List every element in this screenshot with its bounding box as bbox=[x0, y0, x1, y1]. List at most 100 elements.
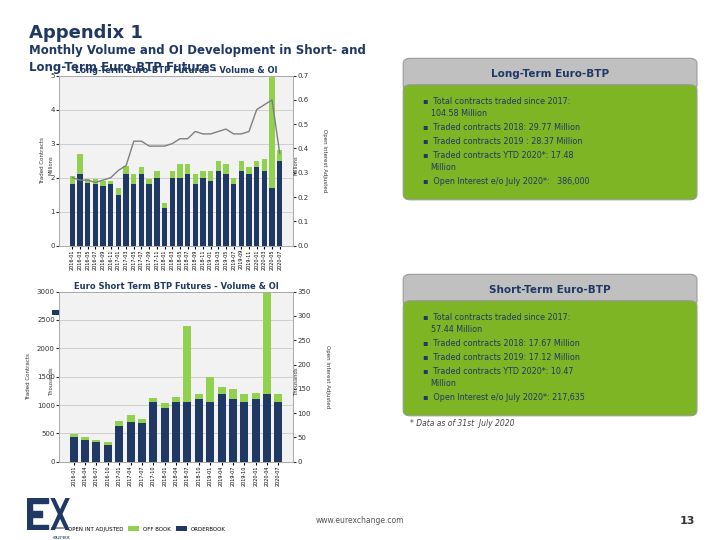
Bar bbox=[146, 185, 152, 246]
Bar bbox=[172, 402, 180, 462]
Bar bbox=[108, 185, 114, 246]
Bar bbox=[246, 167, 252, 174]
Text: Appendix 1: Appendix 1 bbox=[29, 24, 143, 42]
Legend: OPEN INT ADJUSTED, OFF BOOK, ORDERBOOK: OPEN INT ADJUSTED, OFF BOOK, ORDERBOOK bbox=[50, 524, 228, 534]
Bar bbox=[100, 181, 106, 186]
Bar bbox=[123, 174, 129, 246]
Title: Long-Term Euro-BTP Futures – Volume & OI: Long-Term Euro-BTP Futures – Volume & OI bbox=[75, 66, 277, 75]
Bar bbox=[154, 171, 160, 178]
Bar bbox=[252, 400, 260, 462]
Text: Millions: Millions bbox=[294, 155, 299, 174]
Bar bbox=[208, 171, 213, 181]
Bar bbox=[217, 387, 225, 394]
Bar bbox=[127, 415, 135, 422]
Bar bbox=[27, 498, 32, 530]
Bar bbox=[115, 426, 123, 462]
Bar bbox=[104, 442, 112, 446]
Text: Millions: Millions bbox=[49, 155, 54, 174]
Bar bbox=[231, 178, 236, 185]
Bar bbox=[195, 394, 203, 400]
Bar bbox=[104, 446, 112, 462]
Bar bbox=[92, 442, 100, 462]
Bar bbox=[139, 167, 144, 174]
Bar bbox=[70, 176, 75, 185]
Bar bbox=[229, 400, 237, 462]
Text: Million: Million bbox=[431, 379, 456, 388]
Bar bbox=[161, 408, 168, 462]
Bar bbox=[146, 179, 152, 185]
Y-axis label: Traded Contracts: Traded Contracts bbox=[40, 137, 45, 184]
Text: ▪  Total contracts traded since 2017:: ▪ Total contracts traded since 2017: bbox=[423, 313, 571, 322]
Bar bbox=[274, 402, 282, 462]
Text: ▪  Traded contracts 2019: 17.12 Million: ▪ Traded contracts 2019: 17.12 Million bbox=[423, 353, 580, 362]
Bar bbox=[85, 183, 91, 246]
Text: * Data as of 31st  July 2020: * Data as of 31st July 2020 bbox=[410, 418, 515, 428]
Bar bbox=[149, 397, 157, 402]
Text: Thousands: Thousands bbox=[294, 366, 299, 395]
Bar bbox=[108, 181, 114, 185]
Bar bbox=[138, 419, 146, 423]
Y-axis label: Traded Contracts: Traded Contracts bbox=[27, 353, 31, 400]
Bar bbox=[162, 208, 167, 246]
Bar bbox=[238, 160, 244, 171]
Bar bbox=[70, 437, 78, 462]
Bar bbox=[215, 160, 221, 171]
Bar bbox=[223, 174, 229, 246]
Bar bbox=[185, 164, 190, 174]
Bar bbox=[277, 151, 282, 160]
Bar bbox=[177, 178, 183, 246]
Text: ▪  Total contracts traded since 2017:: ▪ Total contracts traded since 2017: bbox=[423, 97, 571, 106]
Bar bbox=[27, 498, 48, 503]
Bar bbox=[172, 397, 180, 402]
Bar bbox=[240, 394, 248, 402]
Bar bbox=[161, 403, 168, 408]
Bar bbox=[229, 389, 237, 400]
Bar bbox=[100, 186, 106, 246]
Text: 57.44 Million: 57.44 Million bbox=[431, 325, 482, 334]
Bar bbox=[169, 171, 175, 178]
Bar bbox=[277, 160, 282, 246]
Bar bbox=[231, 185, 236, 246]
Text: Short-Term Euro-BTP: Short-Term Euro-BTP bbox=[490, 285, 611, 295]
Bar bbox=[261, 171, 267, 246]
Bar bbox=[154, 178, 160, 246]
Bar bbox=[254, 160, 259, 167]
Bar bbox=[217, 394, 225, 462]
Text: 104.58 Million: 104.58 Million bbox=[431, 109, 487, 118]
Bar bbox=[206, 402, 214, 462]
Bar bbox=[93, 179, 98, 185]
Legend: ORDERBOOK, OFF BOOK, OPEN INT ADJUSTED: ORDERBOOK, OFF BOOK, OPEN INT ADJUSTED bbox=[50, 308, 228, 318]
Text: ▪  Traded contracts YTD 2020*: 10.47: ▪ Traded contracts YTD 2020*: 10.47 bbox=[423, 367, 574, 376]
Bar bbox=[269, 42, 275, 188]
Bar bbox=[200, 178, 206, 246]
Bar bbox=[139, 174, 144, 246]
Bar bbox=[81, 440, 89, 462]
Bar bbox=[149, 402, 157, 462]
Bar bbox=[238, 171, 244, 246]
Bar bbox=[252, 393, 260, 400]
Text: Long-Term Euro-BTP: Long-Term Euro-BTP bbox=[491, 69, 609, 79]
Text: ▪  Open Interest e/o July 2020*: 217,635: ▪ Open Interest e/o July 2020*: 217,635 bbox=[423, 393, 585, 402]
Bar bbox=[261, 159, 267, 171]
Bar bbox=[192, 174, 198, 185]
Text: Monthly Volume and OI Development in Short- and
Long-Term Euro-BTP Futures: Monthly Volume and OI Development in Sho… bbox=[29, 44, 366, 75]
Text: eurex: eurex bbox=[53, 535, 71, 539]
Y-axis label: Open Interest Adjusted: Open Interest Adjusted bbox=[323, 129, 328, 192]
Bar bbox=[274, 394, 282, 402]
Text: www.eurexchange.com: www.eurexchange.com bbox=[316, 516, 404, 525]
Bar bbox=[131, 185, 137, 246]
Text: ▪  Traded contracts 2019 : 28.37 Million: ▪ Traded contracts 2019 : 28.37 Million bbox=[423, 137, 582, 146]
Bar bbox=[246, 174, 252, 246]
Bar bbox=[92, 440, 100, 442]
Bar bbox=[177, 164, 183, 178]
Text: Million: Million bbox=[431, 163, 456, 172]
Bar bbox=[215, 171, 221, 246]
Bar bbox=[123, 166, 129, 174]
Bar bbox=[240, 402, 248, 462]
Bar bbox=[127, 422, 135, 462]
Bar bbox=[263, 394, 271, 462]
Bar bbox=[70, 434, 78, 437]
Bar bbox=[208, 181, 213, 246]
Bar bbox=[269, 188, 275, 246]
Bar bbox=[93, 185, 98, 246]
